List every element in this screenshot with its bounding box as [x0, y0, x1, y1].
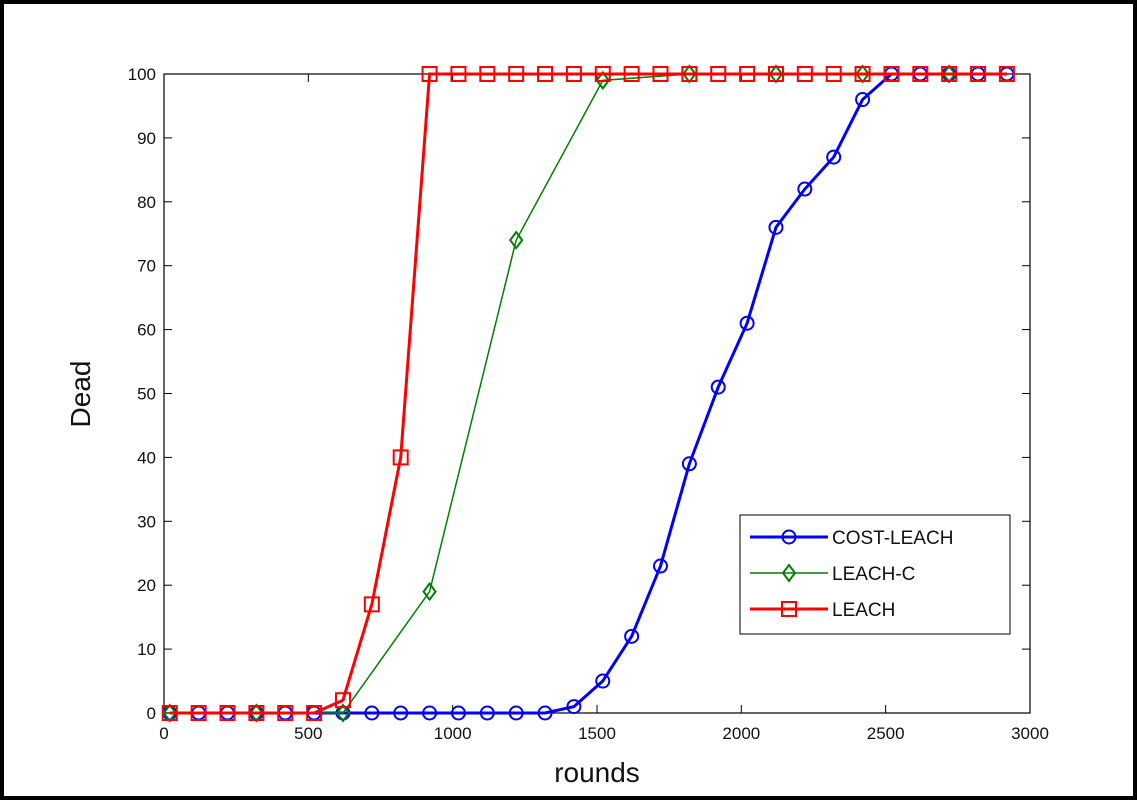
- data-point-leach: [854, 66, 871, 82]
- y-tick-label: 80: [137, 193, 156, 212]
- data-point-leach: [912, 66, 929, 82]
- data-point-leach: [392, 449, 409, 466]
- data-point-cost-leach: [364, 705, 380, 721]
- data-point-cost-leach: [479, 705, 495, 721]
- x-tick-label: 1500: [578, 724, 616, 743]
- y-tick-label: 90: [137, 129, 156, 148]
- data-point-leach: [941, 66, 958, 82]
- data-point-leach: [623, 66, 640, 82]
- x-tick-label: 1000: [434, 724, 472, 743]
- data-point-leach-c: [508, 230, 524, 250]
- data-point-leach: [825, 66, 842, 82]
- legend-marker-leach-c: [781, 563, 797, 583]
- data-point-cost-leach: [797, 181, 813, 197]
- line-chart: 0 500 1000 1500 2000 2500 3000 0 10 20 30 40 50 60 70 8…: [65, 64, 1049, 788]
- y-tick-label: 60: [137, 321, 156, 340]
- data-point-cost-leach: [710, 379, 726, 395]
- y-axis-label: Dead: [65, 361, 96, 428]
- data-point-leach: [363, 596, 380, 613]
- y-tick-label: 100: [128, 65, 156, 84]
- data-point-leach: [681, 66, 698, 82]
- data-point-cost-leach: [566, 699, 582, 715]
- data-point-cost-leach: [508, 705, 524, 721]
- series-line-leach: [169, 72, 1007, 715]
- x-axis-label: rounds: [554, 757, 640, 788]
- x-tick-label: 500: [294, 724, 322, 743]
- data-point-leach: [161, 705, 178, 721]
- x-tick-label: 2000: [722, 724, 760, 743]
- legend: COST-LEACH LEACH-C LEACH: [739, 514, 1011, 635]
- y-tick-label: 10: [137, 640, 156, 659]
- data-point-leach: [970, 66, 987, 82]
- legend-label-leach-c: LEACH-C: [832, 564, 915, 585]
- data-point-leach: [306, 705, 323, 721]
- data-point-leach: [883, 66, 900, 82]
- x-tick-label: 0: [159, 724, 168, 743]
- data-point-cost-leach: [768, 219, 784, 235]
- data-point-leach: [652, 66, 669, 82]
- data-point-leach: [334, 692, 351, 709]
- data-point-leach: [450, 66, 467, 82]
- legend-marker-leach: [781, 601, 797, 617]
- data-point-leach: [248, 705, 265, 721]
- data-point-leach: [537, 66, 554, 82]
- data-point-cost-leach: [537, 705, 553, 721]
- data-point-leach-c: [595, 70, 611, 91]
- legend-label-cost-leach: COST-LEACH: [832, 528, 953, 549]
- data-point-leach: [190, 705, 207, 721]
- data-point-leach: [479, 66, 496, 82]
- data-point-leach: [421, 66, 438, 82]
- data-point-leach: [710, 66, 727, 82]
- data-point-cost-leach: [422, 705, 438, 721]
- data-point-cost-leach: [826, 149, 842, 165]
- y-tick-label: 40: [137, 448, 156, 467]
- y-tick-label: 30: [137, 512, 156, 531]
- data-point-leach: [767, 66, 784, 82]
- data-point-cost-leach: [595, 673, 611, 689]
- data-point-cost-leach: [653, 558, 669, 574]
- data-point-cost-leach: [681, 456, 697, 472]
- data-point-cost-leach: [624, 628, 640, 644]
- data-point-leach: [594, 66, 611, 82]
- data-point-leach-c: [335, 703, 351, 723]
- data-point-cost-leach: [450, 705, 466, 721]
- data-point-cost-leach: [393, 705, 409, 721]
- data-point-leach: [796, 66, 813, 82]
- y-tick-label: 50: [137, 385, 156, 404]
- data-point-cost-leach: [855, 92, 871, 108]
- x-tick-label: 2500: [867, 724, 905, 743]
- y-tick-label: 20: [137, 576, 156, 595]
- data-point-leach: [508, 66, 525, 82]
- axis-ticks: 0 500 1000 1500 2000 2500 3000 0 10 20 30 40 50 60 70 8…: [128, 65, 1049, 743]
- data-point-cost-leach: [739, 315, 755, 331]
- data-point-leach: [277, 705, 294, 721]
- data-point-leach-c: [422, 581, 437, 602]
- x-tick-label: 3000: [1011, 724, 1049, 743]
- y-tick-label: 70: [137, 257, 156, 276]
- data-point-leach: [565, 66, 582, 82]
- data-point-leach: [739, 66, 756, 82]
- series-layer: [161, 64, 1015, 723]
- legend-marker-cost-leach: [781, 529, 797, 545]
- data-point-leach: [998, 66, 1015, 82]
- legend-label-leach: LEACH: [832, 600, 895, 621]
- data-point-leach: [219, 705, 236, 721]
- series-leach: [161, 66, 1015, 721]
- y-tick-label: 0: [147, 704, 156, 723]
